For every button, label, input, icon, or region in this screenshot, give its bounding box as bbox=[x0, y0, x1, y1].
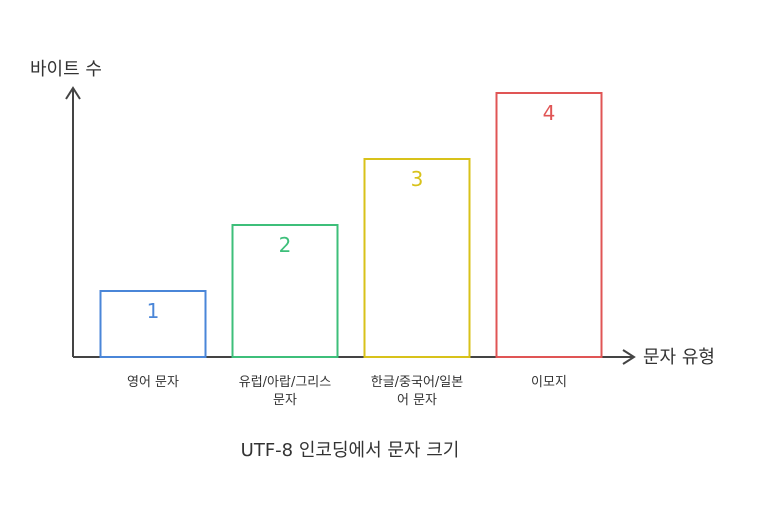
value-labels-group: 1 2 3 4 bbox=[147, 101, 556, 323]
value-label-4: 4 bbox=[543, 101, 556, 125]
category-label-2-line-2: 문자 bbox=[273, 393, 297, 408]
value-label-3: 3 bbox=[411, 167, 424, 191]
bars-group bbox=[99, 92, 603, 358]
bar-4 bbox=[495, 92, 603, 358]
value-label-1: 1 bbox=[147, 299, 160, 323]
category-label-3-line-2: 어 문자 bbox=[397, 393, 437, 408]
x-axis-arrow bbox=[622, 349, 636, 365]
category-label-2-line-1: 유럽/아랍/그리스 bbox=[239, 375, 332, 390]
category-label-3-line-1: 한글/중국어/일본 bbox=[371, 375, 464, 390]
bar-3 bbox=[363, 158, 471, 358]
y-axis-arrow bbox=[65, 86, 81, 100]
bar-1 bbox=[99, 290, 207, 358]
x-axis-title: 문자 유형 bbox=[643, 347, 715, 368]
chart-title: UTF-8 인코딩에서 문자 크기 bbox=[241, 440, 460, 461]
category-label-4: 이모지 bbox=[531, 375, 567, 390]
y-axis-title: 바이트 수 bbox=[30, 59, 102, 80]
value-label-2: 2 bbox=[279, 233, 292, 257]
category-label-1: 영어 문자 bbox=[127, 375, 179, 390]
bar-2 bbox=[231, 224, 339, 358]
